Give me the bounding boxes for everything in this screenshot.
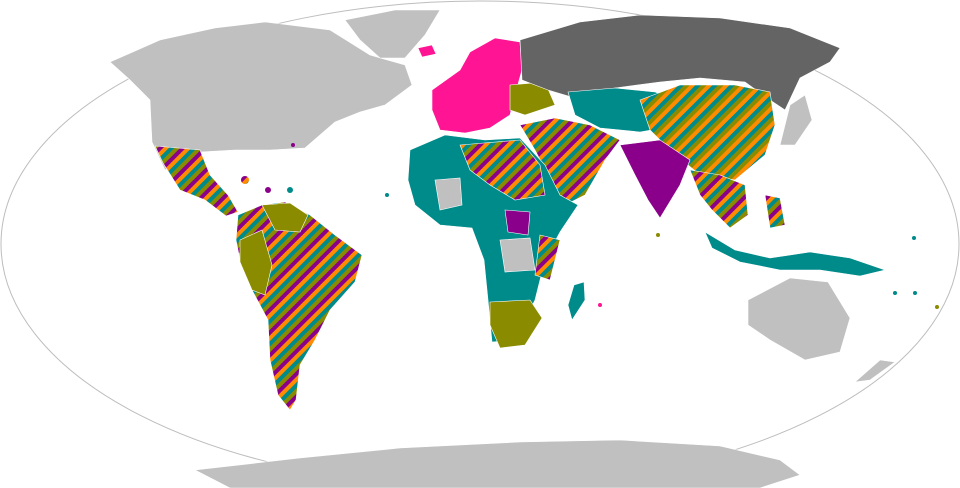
southeast-asia-region — [689, 169, 749, 229]
island-marker — [912, 236, 916, 240]
philippines-region — [764, 194, 786, 229]
australia-region — [747, 277, 851, 361]
island-marker — [598, 303, 602, 307]
north-africa-region — [459, 139, 546, 201]
indonesia-region — [704, 231, 887, 277]
india-region — [619, 139, 691, 219]
east-africa-region — [534, 234, 561, 281]
central-africa-purple-region — [504, 209, 531, 236]
madagascar-region — [567, 281, 586, 321]
iceland-region — [417, 44, 437, 58]
island-marker — [385, 193, 389, 197]
north-america-region — [109, 21, 413, 171]
caribbean-island — [287, 187, 293, 193]
southern-africa-region — [489, 299, 543, 349]
congo-gray-region — [499, 237, 536, 273]
caribbean-island — [265, 187, 271, 193]
greenland-region — [344, 9, 441, 59]
japan-region — [779, 94, 813, 146]
island-marker — [913, 291, 917, 295]
new-zealand-region — [854, 359, 896, 383]
sahel-gray-region — [434, 177, 463, 211]
south-america-olive-region — [239, 229, 273, 296]
island-marker — [893, 291, 897, 295]
island-marker — [656, 233, 660, 237]
antarctica-region — [193, 439, 801, 488]
mexico-central-america-region — [154, 145, 239, 217]
island-marker — [291, 143, 295, 147]
venezuela-region — [261, 202, 309, 233]
caribbean-island — [241, 176, 249, 184]
island-marker — [935, 305, 939, 309]
